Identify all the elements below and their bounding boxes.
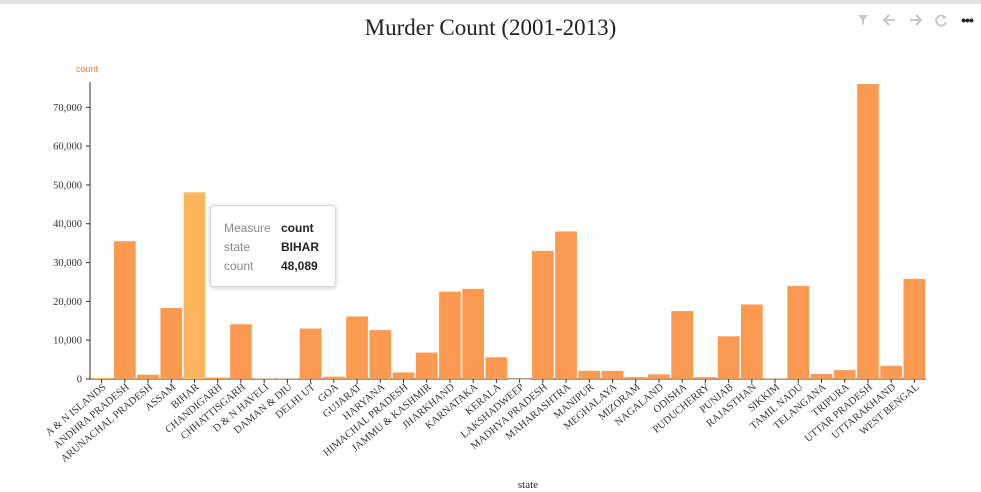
bar[interactable] xyxy=(90,378,113,379)
bar[interactable] xyxy=(740,304,763,379)
more-icon[interactable]: ••• xyxy=(961,12,974,28)
bar[interactable] xyxy=(601,370,624,379)
bar[interactable] xyxy=(183,192,206,379)
tooltip-row-state: state BIHAR xyxy=(224,240,319,254)
bar[interactable] xyxy=(299,328,322,379)
chart-toolbar: ••• xyxy=(855,12,975,28)
x-tick-label: ARUNACHAL PRADESH xyxy=(59,382,155,465)
bar[interactable] xyxy=(694,377,717,379)
tooltip-value: count xyxy=(281,221,314,235)
back-arrow-icon[interactable] xyxy=(881,12,897,28)
bar[interactable] xyxy=(253,378,276,379)
y-tick-label: 60,000 xyxy=(53,142,82,153)
y-tick-label: 50,000 xyxy=(53,180,82,191)
bar[interactable] xyxy=(624,377,647,379)
y-axis-title: count xyxy=(76,64,99,74)
tooltip-key: state xyxy=(224,240,251,254)
bar[interactable] xyxy=(787,285,810,379)
bar[interactable] xyxy=(555,231,577,380)
bar[interactable] xyxy=(810,373,833,379)
bar[interactable] xyxy=(462,288,485,379)
bar[interactable] xyxy=(346,316,368,379)
refresh-icon[interactable] xyxy=(933,12,949,28)
bar[interactable] xyxy=(415,352,438,379)
bar[interactable] xyxy=(206,377,229,379)
bar[interactable] xyxy=(531,250,554,379)
tooltip-key: Measure xyxy=(224,221,271,235)
tooltip-value: 48,089 xyxy=(281,259,318,273)
y-tick-label: 30,000 xyxy=(53,258,82,269)
bar[interactable] xyxy=(764,378,786,379)
bar[interactable] xyxy=(903,278,926,379)
bar[interactable] xyxy=(160,307,183,379)
bar[interactable] xyxy=(392,372,415,379)
chart-title: Murder Count (2001-2013) xyxy=(364,15,617,40)
bar[interactable] xyxy=(717,336,740,379)
forward-arrow-icon[interactable] xyxy=(907,12,923,28)
bar[interactable] xyxy=(671,311,694,379)
x-axis-title: state xyxy=(518,479,538,491)
tooltip-row-measure: Measure count xyxy=(224,221,314,235)
bar[interactable] xyxy=(439,291,461,379)
tooltip: Measure count state BIHAR count 48,089 xyxy=(210,205,336,287)
bar[interactable] xyxy=(113,241,136,379)
y-tick-label: 70,000 xyxy=(53,103,82,114)
bar[interactable] xyxy=(857,84,879,379)
bar[interactable] xyxy=(322,376,345,379)
y-tick-label: 20,000 xyxy=(53,297,82,308)
filter-icon[interactable] xyxy=(855,12,871,28)
bar[interactable] xyxy=(648,374,670,379)
bar[interactable] xyxy=(137,374,159,379)
tooltip-key: count xyxy=(224,259,254,273)
y-tick-label: 10,000 xyxy=(53,336,82,347)
bar[interactable] xyxy=(369,330,392,379)
tooltip-row-count: count 48,089 xyxy=(224,259,318,273)
bar[interactable] xyxy=(230,324,252,379)
tooltip-value: BIHAR xyxy=(281,240,319,254)
bar[interactable] xyxy=(276,378,299,380)
y-tick-label: 0 xyxy=(77,375,82,386)
bar[interactable] xyxy=(578,370,601,379)
y-tick-label: 40,000 xyxy=(53,219,82,230)
top-border xyxy=(0,0,981,4)
bar[interactable] xyxy=(485,357,508,379)
bar[interactable] xyxy=(833,370,856,379)
bar[interactable] xyxy=(880,365,903,379)
